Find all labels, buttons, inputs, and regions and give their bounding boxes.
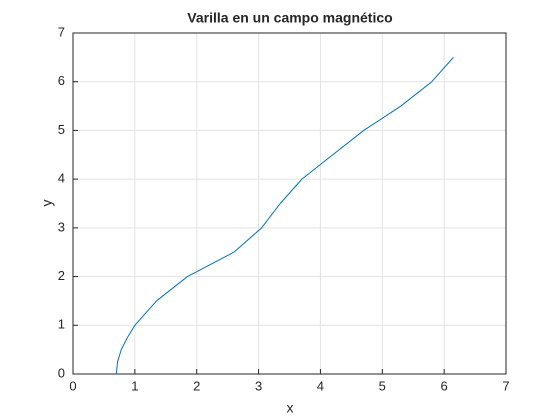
y-tick-label: 5 — [58, 122, 65, 137]
x-tick-label: 1 — [131, 378, 138, 393]
y-tick-label: 2 — [58, 268, 65, 283]
y-tick-label: 6 — [58, 73, 65, 88]
y-tick-label: 4 — [58, 171, 65, 186]
x-tick-label: 5 — [379, 378, 386, 393]
x-tick-label: 4 — [317, 378, 324, 393]
x-tick-label: 0 — [69, 378, 76, 393]
x-tick-label: 6 — [441, 378, 448, 393]
axes-box — [72, 32, 507, 375]
x-tick-label: 2 — [193, 378, 200, 393]
x-axis-label: x — [287, 400, 294, 416]
y-tick-label: 0 — [58, 365, 65, 380]
y-tick-label: 1 — [58, 317, 65, 332]
y-tick-label: 3 — [58, 219, 65, 234]
data-line — [115, 57, 454, 375]
x-tick-label: 7 — [502, 378, 509, 393]
y-tick-label: 7 — [58, 24, 65, 39]
chart-title: Varilla en un campo magnético — [187, 10, 392, 26]
x-tick-label: 3 — [255, 378, 262, 393]
y-axis-label: y — [39, 200, 55, 207]
